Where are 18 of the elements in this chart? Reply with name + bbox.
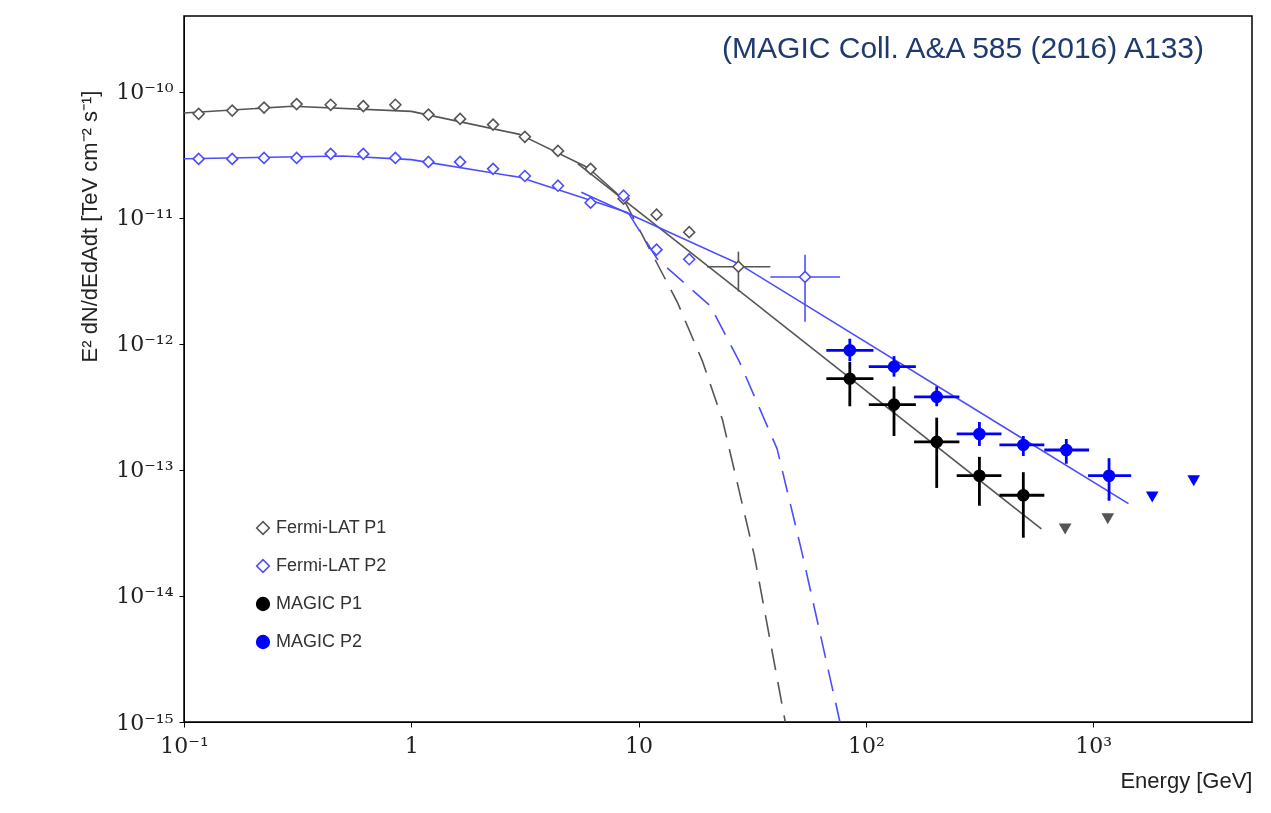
y-tick-label: 10⁻¹⁴ <box>116 583 174 609</box>
x-tick-label: 10 <box>625 732 654 758</box>
annotation: (MAGIC Coll. A&A 585 (2016) A133) <box>722 31 1204 64</box>
y-tick-label: 10⁻¹⁵ <box>116 709 174 735</box>
legend-label: Fermi-LAT P2 <box>276 555 387 575</box>
x-axis-title: Energy [GeV] <box>1120 767 1253 793</box>
y-tick-label: 10⁻¹³ <box>116 457 174 483</box>
x-tick-label: 10³ <box>1075 732 1113 758</box>
x-tick-label: 1 <box>404 732 419 758</box>
y-tick-label: 10⁻¹¹ <box>116 205 174 231</box>
y-tick-label: 10⁻¹² <box>116 331 174 357</box>
y-tick-label: 10⁻¹⁰ <box>116 79 174 105</box>
x-tick-label: 10² <box>847 732 885 758</box>
x-tick-label: 10⁻¹ <box>160 732 209 758</box>
y-axis-title: E² dN/dEdAdt [TeV cm⁻² s⁻¹] <box>77 90 103 363</box>
legend-label: Fermi-LAT P1 <box>276 517 387 537</box>
legend-label: MAGIC P2 <box>276 631 363 651</box>
legend-label: MAGIC P1 <box>276 593 363 613</box>
